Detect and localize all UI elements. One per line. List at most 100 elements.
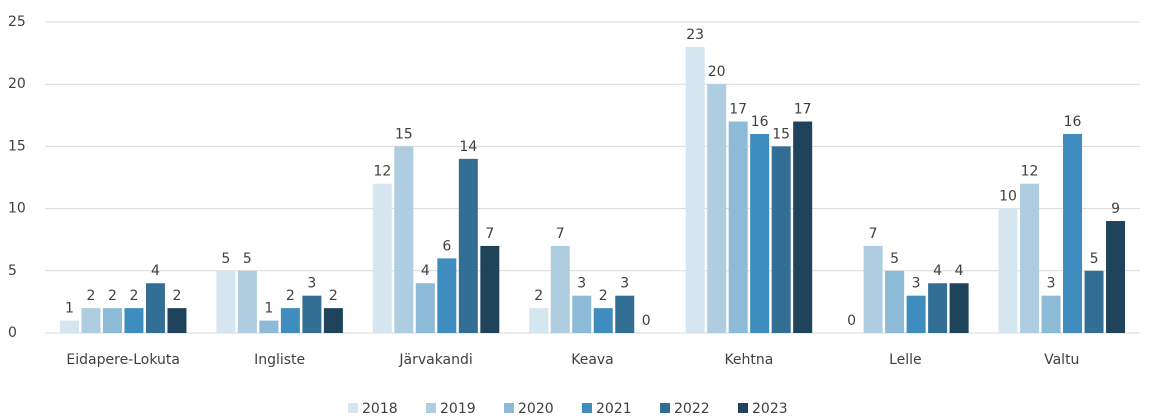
bar <box>1106 221 1126 333</box>
x-tick-label: Järvakandi <box>398 352 472 368</box>
legend-swatch <box>348 403 358 413</box>
data-label: 4 <box>955 263 964 279</box>
data-label: 2 <box>534 288 543 304</box>
bar <box>259 320 279 333</box>
data-label: 7 <box>556 226 565 242</box>
data-label: 7 <box>869 226 878 242</box>
data-label: 4 <box>421 263 430 279</box>
data-label: 2 <box>286 288 295 304</box>
bar <box>124 308 144 333</box>
x-tick-label: Eidapere-Lokuta <box>66 352 180 368</box>
data-label: 1 <box>65 301 74 317</box>
data-label: 7 <box>485 226 494 242</box>
x-tick-label: Valtu <box>1044 352 1079 368</box>
legend-label: 2021 <box>596 401 632 417</box>
data-label: 16 <box>751 114 769 130</box>
y-tick-label: 25 <box>8 14 26 30</box>
bar <box>572 295 592 333</box>
data-label: 2 <box>87 288 96 304</box>
data-label: 3 <box>912 276 921 292</box>
bar <box>685 46 705 333</box>
bar <box>1041 295 1061 333</box>
bar <box>237 270 257 333</box>
y-tick-label: 0 <box>8 325 17 341</box>
data-label: 17 <box>729 102 747 118</box>
bar <box>394 146 414 333</box>
data-label: 2 <box>599 288 608 304</box>
bar <box>863 245 883 333</box>
bar <box>480 245 500 333</box>
data-label: 20 <box>708 64 726 80</box>
x-tick-label: Keava <box>571 352 614 368</box>
y-tick-label: 20 <box>8 76 26 92</box>
bar <box>728 121 748 334</box>
bar <box>793 121 813 334</box>
data-label: 12 <box>1021 164 1039 180</box>
data-label: 2 <box>108 288 117 304</box>
legend-swatch <box>738 403 748 413</box>
data-label: 10 <box>999 189 1017 205</box>
bar <box>81 308 101 333</box>
data-label: 1 <box>264 301 273 317</box>
y-tick-label: 15 <box>8 138 26 154</box>
data-label: 3 <box>577 276 586 292</box>
legend-swatch <box>504 403 514 413</box>
data-label: 2 <box>173 288 182 304</box>
data-label: 3 <box>307 276 316 292</box>
y-tick-label: 5 <box>8 263 17 279</box>
legend-swatch <box>582 403 592 413</box>
bar <box>771 146 791 333</box>
data-label: 4 <box>933 263 942 279</box>
data-label: 16 <box>1064 114 1082 130</box>
bar <box>593 308 613 333</box>
bar <box>750 133 770 333</box>
bar <box>1020 183 1040 333</box>
bar <box>928 283 948 333</box>
bar <box>885 270 905 333</box>
bar <box>529 308 549 333</box>
data-label: 12 <box>373 164 391 180</box>
data-label: 4 <box>151 263 160 279</box>
data-label: 9 <box>1111 201 1120 217</box>
data-label: 14 <box>459 139 477 155</box>
bar <box>1063 133 1083 333</box>
bar <box>102 308 122 333</box>
data-label: 5 <box>1090 251 1099 267</box>
bar <box>707 84 727 333</box>
bar <box>949 283 969 333</box>
data-label: 15 <box>772 126 790 142</box>
bar <box>323 308 343 333</box>
data-label: 2 <box>130 288 139 304</box>
bar <box>167 308 187 333</box>
bar <box>302 295 322 333</box>
bar <box>415 283 435 333</box>
bar <box>550 245 570 333</box>
x-tick-label: Lelle <box>889 352 922 368</box>
bar <box>145 283 165 333</box>
data-label: 5 <box>221 251 230 267</box>
data-label: 6 <box>442 238 451 254</box>
legend-label: 2018 <box>362 401 398 417</box>
legend-label: 2019 <box>440 401 476 417</box>
bar <box>615 295 635 333</box>
legend-label: 2020 <box>518 401 554 417</box>
x-tick-label: Kehtna <box>724 352 773 368</box>
legend-swatch <box>660 403 670 413</box>
bar <box>458 158 478 333</box>
data-label: 0 <box>642 313 651 329</box>
bar <box>59 320 79 333</box>
data-label: 3 <box>620 276 629 292</box>
y-tick-label: 10 <box>8 201 26 217</box>
bar <box>280 308 300 333</box>
bar <box>998 208 1018 333</box>
legend-label: 2023 <box>752 401 788 417</box>
data-label: 5 <box>890 251 899 267</box>
bar <box>216 270 236 333</box>
data-label: 2 <box>329 288 338 304</box>
bar <box>906 295 926 333</box>
data-label: 23 <box>686 27 704 43</box>
bar <box>372 183 392 333</box>
data-label: 17 <box>794 102 812 118</box>
x-tick-label: Ingliste <box>254 352 305 368</box>
